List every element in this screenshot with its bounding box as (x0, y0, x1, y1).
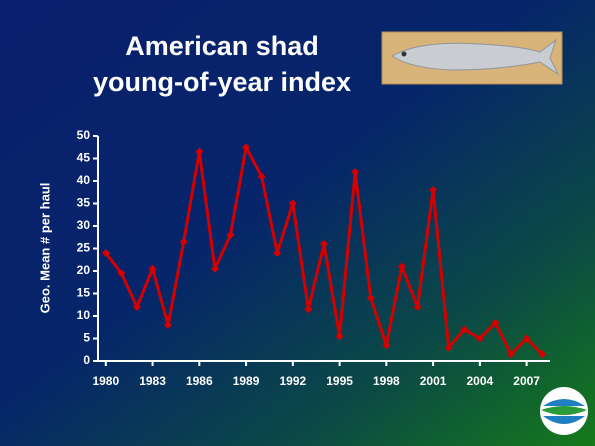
data-point (320, 240, 328, 248)
data-point (366, 294, 375, 302)
chart-title: American shad (125, 31, 319, 61)
data-point (507, 350, 516, 359)
data-point (226, 231, 235, 239)
data-point (335, 332, 344, 341)
data-point (522, 334, 531, 343)
data-point (148, 264, 157, 273)
x-tick-label: 1980 (92, 374, 119, 388)
data-point (273, 249, 282, 257)
x-tick-label: 2001 (420, 374, 447, 388)
x-tick-label: 1992 (279, 374, 306, 388)
data-point (304, 305, 313, 314)
y-tick-label: 35 (77, 196, 91, 210)
data-point (195, 147, 204, 156)
data-point (413, 303, 422, 311)
y-tick-label: 30 (77, 218, 91, 232)
data-point (444, 343, 453, 352)
y-tick-label: 10 (77, 308, 91, 322)
y-tick-label: 45 (77, 151, 91, 165)
logo (540, 387, 588, 435)
data-point (101, 249, 110, 257)
data-point (382, 341, 391, 350)
x-tick-label: 2004 (467, 374, 494, 388)
x-tick-label: 1989 (233, 374, 260, 388)
data-point (491, 318, 500, 327)
data-point (179, 237, 188, 246)
y-axis-label: Geo. Mean # per haul (37, 183, 52, 314)
x-tick-label: 1998 (373, 374, 400, 388)
y-tick-label: 50 (77, 128, 91, 142)
y-tick-label: 25 (77, 241, 91, 255)
data-point (538, 350, 547, 359)
y-tick-label: 0 (83, 353, 90, 367)
data-point (132, 303, 141, 311)
x-tick-label: 1983 (139, 374, 166, 388)
data-point (351, 168, 360, 176)
x-tick-label: 1995 (326, 374, 353, 388)
x-tick-label: 1986 (186, 374, 213, 388)
y-tick-label: 20 (77, 263, 91, 277)
y-tick-label: 40 (77, 173, 91, 187)
data-point (460, 325, 469, 334)
data-point (117, 269, 126, 278)
data-point (397, 262, 406, 271)
y-tick-label: 15 (77, 286, 91, 300)
data-point (475, 334, 484, 343)
data-point (210, 264, 219, 273)
fish-photo (381, 31, 563, 85)
data-point (288, 199, 297, 208)
data-point (164, 321, 173, 329)
chart-title: young-of-year index (93, 67, 351, 97)
data-point (429, 186, 438, 194)
data-point (242, 143, 251, 152)
data-point (257, 172, 266, 181)
y-tick-label: 5 (83, 331, 90, 345)
x-tick-label: 2007 (513, 374, 540, 388)
